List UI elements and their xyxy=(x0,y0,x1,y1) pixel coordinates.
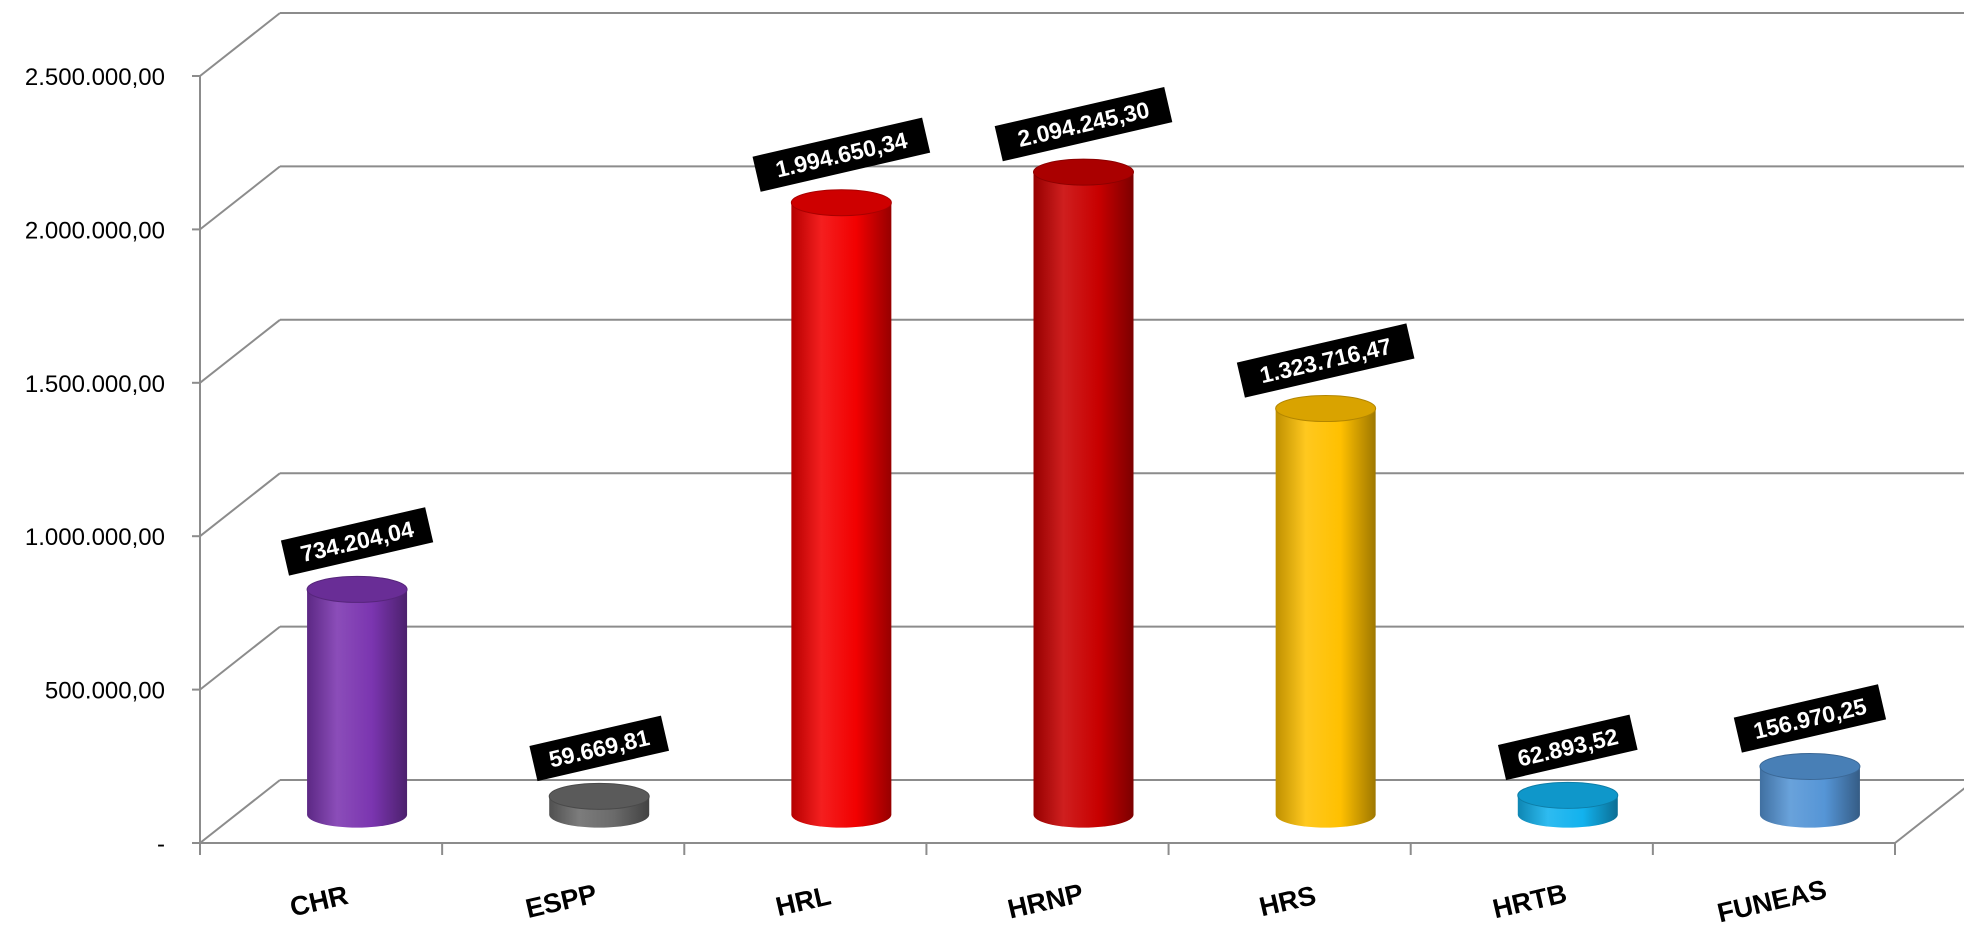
bar-body xyxy=(1759,766,1860,828)
x-tick-label: HRTB xyxy=(1490,878,1570,924)
side-gridline xyxy=(199,12,281,77)
bar-top xyxy=(1759,752,1861,780)
data-label-box xyxy=(1733,684,1887,753)
data-label: 2.094.245,30 xyxy=(994,87,1173,162)
data-label-box xyxy=(280,507,434,576)
side-gridline xyxy=(199,625,281,691)
bar-top xyxy=(1517,781,1619,809)
bar-hrnp xyxy=(1033,158,1134,828)
y-tick-label: 1.000.000,00 xyxy=(25,524,165,551)
x-tick-label: HRL xyxy=(773,880,834,922)
bar-hrtb xyxy=(1517,781,1619,828)
data-label: 62.893,52 xyxy=(1497,714,1638,781)
floor-side-edge xyxy=(1894,787,1964,844)
data-label-box xyxy=(994,87,1173,162)
x-tick-label: ESPP xyxy=(523,879,600,924)
y-tick-label: 1.500.000,00 xyxy=(25,371,165,398)
bar-body xyxy=(791,202,892,828)
data-label: 59.669,81 xyxy=(529,715,670,782)
bar-funeas xyxy=(1759,752,1861,828)
data-label: 1.323.716,47 xyxy=(1236,323,1415,398)
bar-hrs xyxy=(1275,395,1377,828)
x-tick-label: FUNEAS xyxy=(1714,874,1829,928)
data-label-text: 2.094.245,30 xyxy=(1015,96,1152,152)
side-gridline xyxy=(199,779,281,844)
bar-espp xyxy=(548,782,650,828)
data-label-text: 1.323.716,47 xyxy=(1257,333,1394,389)
bars xyxy=(306,158,1861,828)
x-tick-label: HRNP xyxy=(1005,878,1086,924)
data-label-box xyxy=(752,117,931,192)
bar-hrl xyxy=(790,189,892,828)
x-tick-label: HRS xyxy=(1256,880,1318,922)
data-label: 156.970,25 xyxy=(1733,684,1887,753)
x-tick-label: CHR xyxy=(287,880,351,922)
bar-top xyxy=(306,575,408,603)
side-gridline xyxy=(199,165,281,231)
data-label-box xyxy=(1497,714,1638,781)
bar-top xyxy=(548,782,650,810)
bar-top xyxy=(1275,395,1377,423)
bar-body xyxy=(307,589,408,828)
data-label-box xyxy=(1236,323,1415,398)
bar-top xyxy=(1033,158,1134,186)
data-label: 734.204,04 xyxy=(280,507,434,576)
y-tick-label: 500.000,00 xyxy=(45,678,165,705)
side-gridline xyxy=(199,319,281,384)
bar-chr xyxy=(306,575,408,828)
data-label: 1.994.650,34 xyxy=(752,117,931,192)
y-tick-label: 2.000.000,00 xyxy=(25,217,165,244)
y-tick-label: 2.500.000,00 xyxy=(25,64,165,91)
bar-body xyxy=(1033,172,1134,828)
side-gridline xyxy=(199,472,281,537)
data-label-text: 1.994.650,34 xyxy=(773,127,910,183)
data-label-box xyxy=(529,715,670,782)
bar-top xyxy=(790,189,892,217)
bar-body xyxy=(1275,408,1376,828)
y-tick-label: - xyxy=(157,831,165,858)
